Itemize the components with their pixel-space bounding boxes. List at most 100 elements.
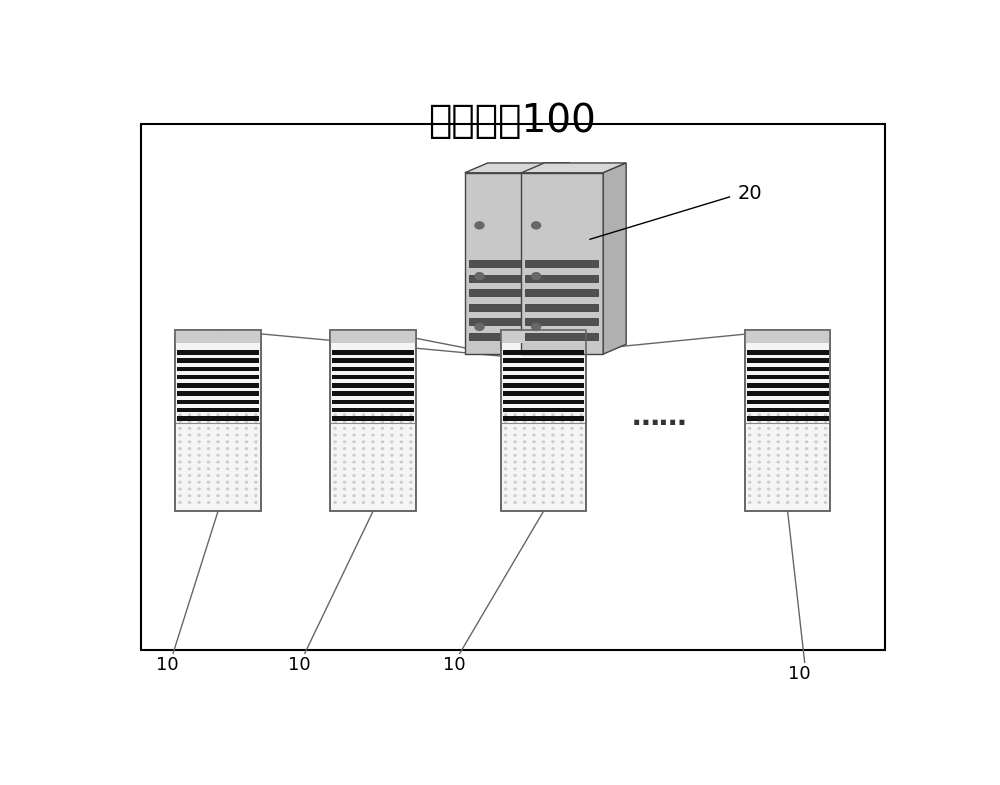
Circle shape (571, 414, 573, 416)
FancyBboxPatch shape (503, 350, 584, 355)
Circle shape (334, 434, 336, 436)
FancyBboxPatch shape (525, 333, 598, 340)
Polygon shape (603, 163, 626, 354)
Circle shape (217, 434, 219, 436)
Circle shape (198, 475, 200, 476)
Circle shape (768, 414, 770, 416)
Circle shape (552, 455, 554, 456)
Circle shape (217, 447, 219, 449)
FancyBboxPatch shape (177, 383, 259, 388)
Circle shape (353, 434, 355, 436)
Circle shape (255, 441, 257, 443)
Circle shape (514, 475, 516, 476)
Circle shape (796, 475, 798, 476)
Circle shape (542, 414, 545, 416)
Circle shape (391, 447, 393, 449)
Circle shape (236, 488, 238, 490)
Circle shape (189, 488, 191, 490)
Circle shape (580, 434, 582, 436)
Circle shape (758, 414, 760, 416)
Circle shape (561, 447, 563, 449)
FancyBboxPatch shape (745, 330, 830, 511)
Circle shape (353, 488, 355, 490)
Circle shape (787, 441, 789, 443)
Circle shape (245, 481, 247, 483)
Circle shape (806, 495, 808, 497)
Circle shape (410, 488, 412, 490)
Circle shape (372, 421, 374, 422)
FancyBboxPatch shape (177, 375, 259, 379)
Circle shape (391, 455, 393, 456)
Circle shape (777, 468, 779, 469)
Circle shape (514, 447, 516, 449)
Circle shape (363, 441, 365, 443)
Circle shape (524, 441, 526, 443)
Circle shape (505, 502, 507, 503)
Circle shape (505, 495, 507, 497)
Circle shape (580, 428, 582, 429)
Circle shape (768, 481, 770, 483)
Circle shape (410, 434, 412, 436)
Circle shape (255, 495, 257, 497)
Circle shape (363, 455, 365, 456)
FancyBboxPatch shape (332, 367, 414, 371)
Circle shape (505, 475, 507, 476)
Circle shape (796, 434, 798, 436)
Circle shape (524, 481, 526, 483)
Circle shape (391, 434, 393, 436)
Circle shape (372, 488, 374, 490)
Circle shape (806, 475, 808, 476)
FancyBboxPatch shape (330, 330, 416, 511)
Circle shape (749, 421, 751, 422)
Circle shape (226, 421, 228, 422)
Circle shape (198, 462, 200, 463)
Circle shape (796, 502, 798, 503)
Circle shape (571, 455, 573, 456)
Circle shape (787, 475, 789, 476)
Circle shape (514, 414, 516, 416)
Circle shape (381, 447, 383, 449)
Circle shape (344, 488, 346, 490)
Circle shape (245, 447, 247, 449)
Circle shape (758, 468, 760, 469)
Circle shape (533, 462, 535, 463)
Circle shape (571, 434, 573, 436)
Circle shape (806, 441, 808, 443)
Circle shape (179, 414, 181, 416)
Circle shape (391, 488, 393, 490)
Circle shape (787, 462, 789, 463)
Circle shape (824, 495, 827, 497)
Circle shape (580, 441, 582, 443)
Circle shape (391, 462, 393, 463)
Circle shape (533, 414, 535, 416)
FancyBboxPatch shape (503, 400, 584, 404)
Circle shape (533, 455, 535, 456)
Circle shape (400, 421, 402, 422)
Circle shape (796, 447, 798, 449)
FancyBboxPatch shape (503, 383, 584, 388)
FancyBboxPatch shape (747, 400, 829, 404)
Circle shape (217, 502, 219, 503)
Circle shape (824, 468, 827, 469)
Circle shape (815, 441, 817, 443)
Circle shape (524, 455, 526, 456)
Circle shape (514, 481, 516, 483)
Circle shape (768, 434, 770, 436)
Circle shape (561, 475, 563, 476)
Circle shape (189, 502, 191, 503)
Circle shape (787, 481, 789, 483)
Circle shape (571, 475, 573, 476)
Circle shape (768, 455, 770, 456)
Circle shape (245, 475, 247, 476)
Circle shape (353, 447, 355, 449)
Circle shape (796, 441, 798, 443)
Circle shape (372, 455, 374, 456)
Circle shape (410, 481, 412, 483)
Circle shape (334, 495, 336, 497)
Circle shape (552, 414, 554, 416)
Circle shape (334, 475, 336, 476)
Circle shape (532, 272, 541, 279)
Circle shape (245, 502, 247, 503)
FancyBboxPatch shape (503, 375, 584, 379)
FancyBboxPatch shape (747, 367, 829, 371)
